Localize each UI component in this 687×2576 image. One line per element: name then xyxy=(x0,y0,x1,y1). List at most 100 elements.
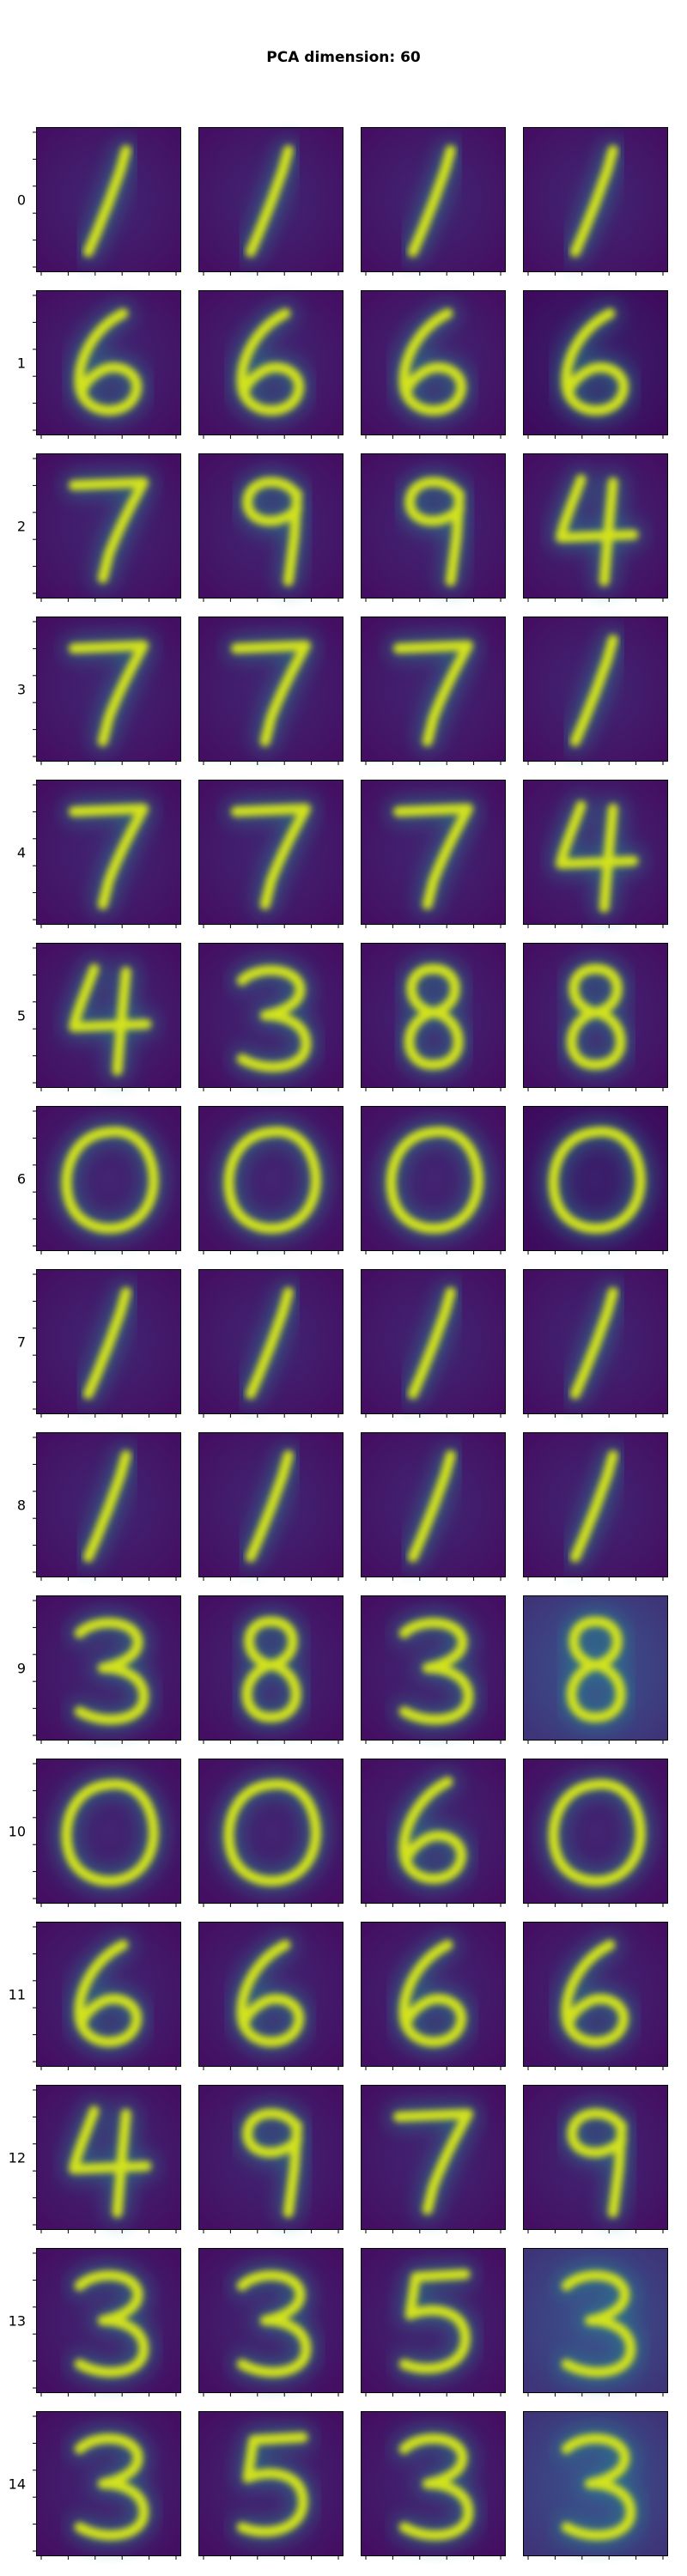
panel-frame xyxy=(523,453,668,598)
row-label: 0 xyxy=(17,192,26,209)
panel-frame xyxy=(523,780,668,925)
digit-stroke xyxy=(566,1616,626,1722)
digit-panel xyxy=(198,780,344,928)
digit-stroke xyxy=(223,1127,321,1234)
digit-stroke xyxy=(567,2108,627,2218)
panel-frame xyxy=(198,1432,344,1577)
panel-frame xyxy=(523,1269,668,1414)
digit-panel xyxy=(198,1759,344,1907)
digit-stroke xyxy=(398,2269,471,2374)
digit-stroke xyxy=(398,1618,474,1725)
digit-stroke xyxy=(61,1779,159,1886)
digit-panel xyxy=(198,617,344,765)
digit-stroke xyxy=(561,2433,636,2541)
digit-panel xyxy=(33,290,181,439)
panel-frame xyxy=(361,1106,506,1251)
panel-frame xyxy=(361,2085,506,2230)
row-label: 3 xyxy=(17,682,26,698)
digit-stroke xyxy=(69,2105,152,2218)
row-label: 8 xyxy=(17,1498,26,1514)
digit-panel xyxy=(198,1269,344,1418)
panel-frame xyxy=(361,943,506,1088)
digit-panel xyxy=(33,1922,181,2070)
digit-stroke xyxy=(393,640,473,747)
row-label: 5 xyxy=(17,1008,26,1024)
panel-frame xyxy=(523,290,668,435)
digit-stroke xyxy=(398,1777,467,1884)
digit-panel xyxy=(361,2411,506,2560)
digit-panel xyxy=(361,780,506,928)
digit-panel xyxy=(361,2248,506,2397)
row-label: 12 xyxy=(9,2150,26,2166)
digit-panel xyxy=(361,1922,506,2070)
digit-panel xyxy=(361,1432,506,1581)
digit-stroke xyxy=(556,800,639,913)
digit-panel xyxy=(523,1759,668,1907)
digit-panel xyxy=(361,290,506,439)
panel-frame xyxy=(523,1595,668,1741)
digit-stroke xyxy=(245,1450,294,1563)
panel-frame xyxy=(36,943,181,1088)
panel-frame xyxy=(36,127,181,272)
panel-frame xyxy=(36,617,181,762)
panel-frame xyxy=(523,943,668,1088)
digit-stroke xyxy=(561,2270,636,2378)
digit-stroke xyxy=(398,1940,467,2047)
panel-frame xyxy=(361,453,506,598)
digit-panel xyxy=(198,1106,344,1255)
digit-stroke xyxy=(556,474,639,586)
digit-stroke xyxy=(61,1127,159,1234)
digit-panel xyxy=(523,127,668,276)
digit-stroke xyxy=(69,963,152,1076)
panel-frame xyxy=(361,2248,506,2393)
panel-frame xyxy=(198,1759,344,1904)
digit-stroke xyxy=(407,145,456,258)
row-label: 7 xyxy=(17,1334,26,1351)
digit-panel xyxy=(33,1269,181,1418)
digit-stroke xyxy=(236,2432,308,2537)
digit-panel xyxy=(198,1595,344,1744)
digit-panel xyxy=(361,1106,506,1255)
digit-stroke xyxy=(386,1127,483,1234)
panel-frame xyxy=(36,1759,181,1904)
row-label: 6 xyxy=(17,1171,26,1188)
digit-panel xyxy=(33,943,181,1091)
digit-panel xyxy=(523,1269,668,1418)
digit-panel xyxy=(198,943,344,1091)
row-label: 1 xyxy=(17,355,26,372)
digit-panel xyxy=(198,2085,344,2233)
digit-panel xyxy=(33,1106,181,1255)
digit-panel xyxy=(361,2085,506,2233)
digit-stroke xyxy=(407,1287,456,1400)
digit-panel xyxy=(361,453,506,602)
digit-stroke xyxy=(569,635,618,747)
row-label: 10 xyxy=(9,1824,26,1840)
panel-frame xyxy=(523,617,668,762)
digit-panel xyxy=(198,2248,344,2397)
digit-stroke xyxy=(82,1287,131,1400)
digit-stroke xyxy=(82,1450,131,1563)
digit-stroke xyxy=(74,1618,149,1725)
digit-stroke xyxy=(69,640,149,747)
panel-frame xyxy=(361,1432,506,1577)
digit-stroke xyxy=(74,1940,143,2047)
digit-stroke xyxy=(241,1616,301,1722)
panel-frame xyxy=(523,1106,668,1251)
row-label: 13 xyxy=(9,2313,26,2330)
digit-stroke xyxy=(236,1940,305,2047)
panel-frame xyxy=(361,1595,506,1741)
digit-panel xyxy=(523,2248,668,2397)
digit-panel xyxy=(523,943,668,1091)
digit-stroke xyxy=(236,2270,312,2378)
digit-panel xyxy=(33,453,181,602)
digit-stroke xyxy=(561,308,629,416)
digit-panel xyxy=(361,617,506,765)
panel-frame xyxy=(361,780,506,925)
panel-frame xyxy=(523,1922,668,2067)
digit-panel xyxy=(523,1432,668,1581)
digit-panel xyxy=(523,780,668,928)
digit-stroke xyxy=(569,1450,618,1563)
digit-panel xyxy=(33,2411,181,2560)
digit-panel xyxy=(361,943,506,1091)
